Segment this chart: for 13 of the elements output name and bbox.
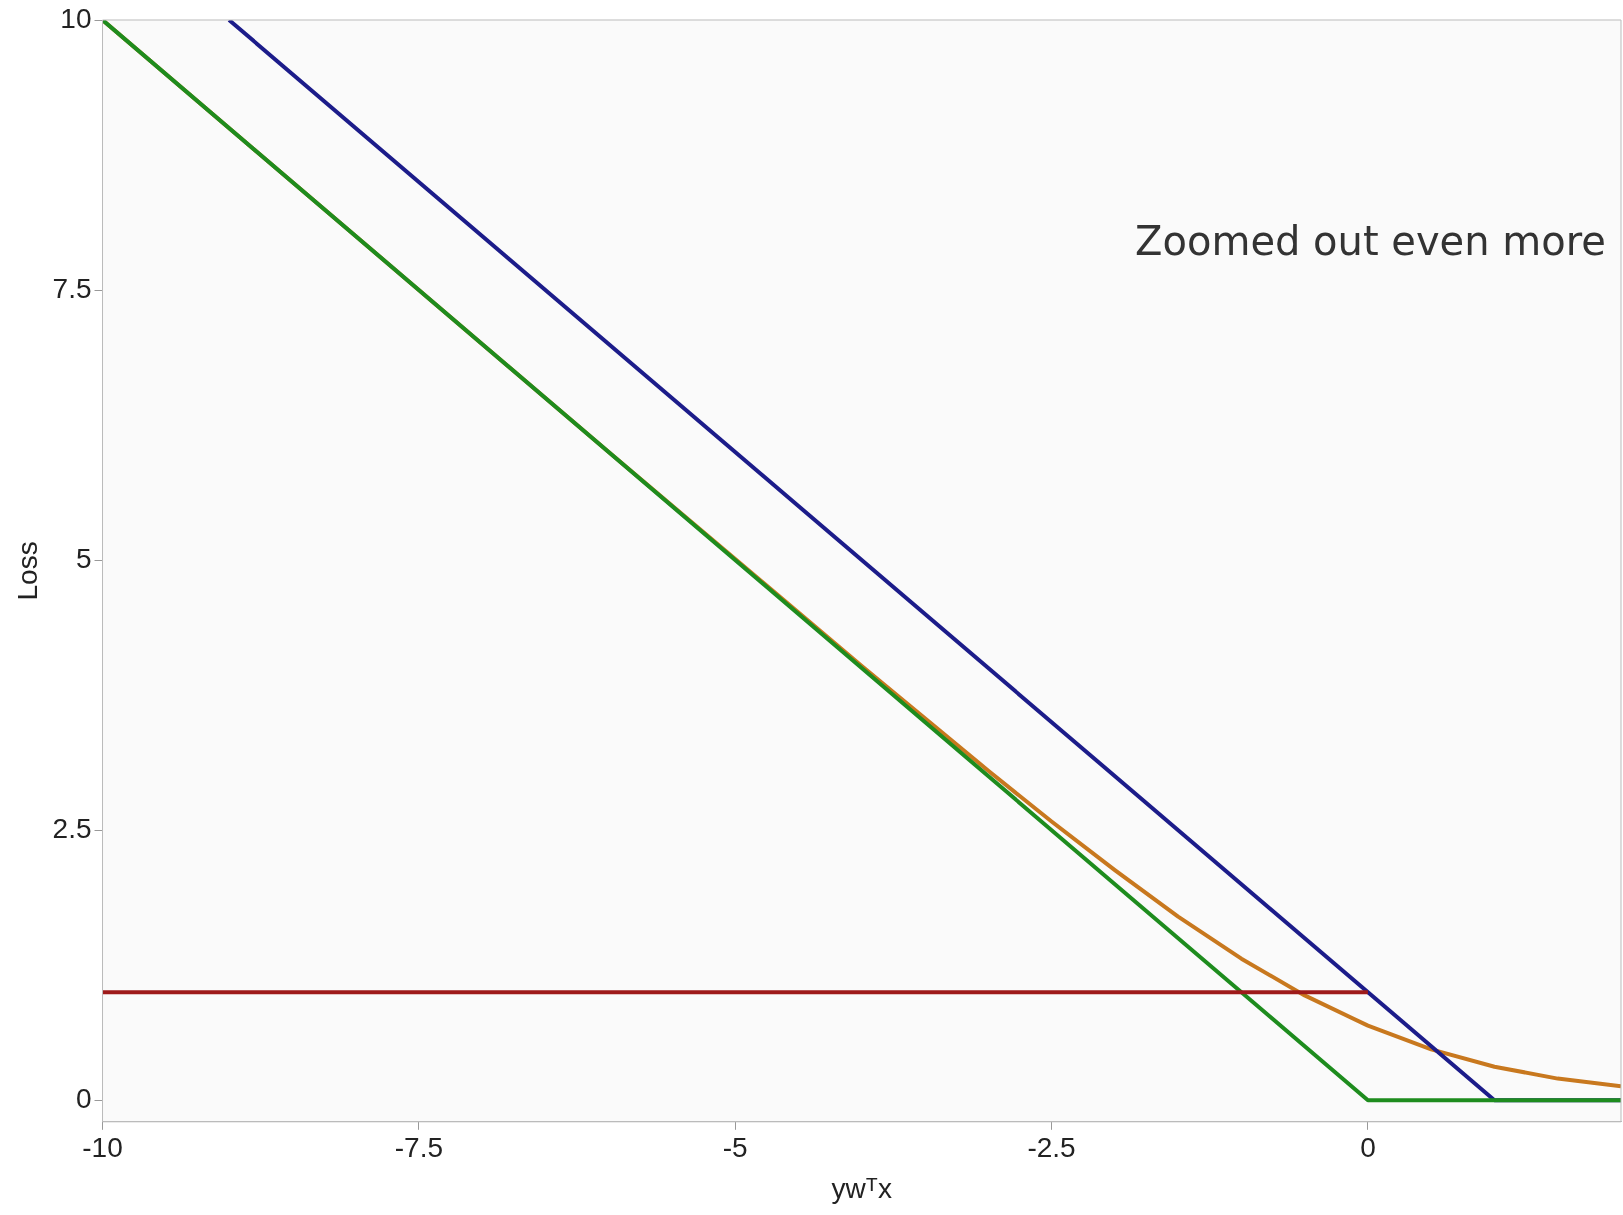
y-tick-label: 7.5 bbox=[52, 272, 92, 304]
x-tick-label: -2.5 bbox=[1027, 1132, 1076, 1164]
y-tick-label: 2.5 bbox=[52, 812, 92, 844]
annotation: Zoomed out even more bbox=[1135, 218, 1606, 264]
y-axis-title: Loss bbox=[11, 541, 43, 601]
x-tick-label: -5 bbox=[722, 1132, 748, 1164]
x-tick-label: -10 bbox=[82, 1132, 123, 1164]
y-tick-label: 0 bbox=[75, 1082, 92, 1114]
x-tick-label: 0 bbox=[1360, 1132, 1376, 1164]
y-tick-label: 10 bbox=[60, 2, 92, 34]
x-axis-title: ywᵀx bbox=[831, 1172, 892, 1204]
x-tick-label: -7.5 bbox=[394, 1132, 443, 1164]
y-tick-label: 5 bbox=[75, 542, 92, 574]
